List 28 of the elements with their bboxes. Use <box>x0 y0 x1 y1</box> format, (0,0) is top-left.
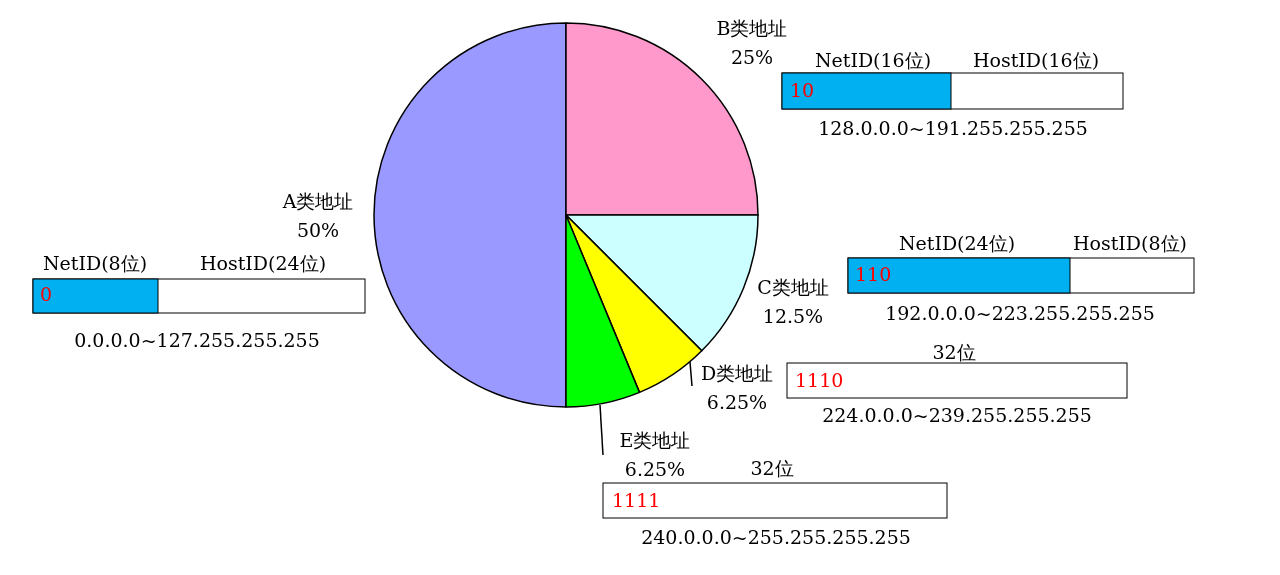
text: 240.0.0.0~255.255.255.255 <box>641 526 911 548</box>
text: 1111 <box>612 489 661 511</box>
slice-label: A类地址 <box>281 190 354 212</box>
data-label: 12.5% <box>762 305 824 327</box>
text: NetID(8位) <box>42 252 148 274</box>
data-label: 6.25% <box>624 458 686 480</box>
text: 128.0.0.0~191.255.255.255 <box>818 117 1088 139</box>
text: HostID(8位) <box>1072 232 1188 254</box>
data-label: 50% <box>296 219 340 241</box>
slice-label: E类地址 <box>619 429 691 451</box>
text: NetID(24位) <box>898 232 1016 254</box>
text: 32位 <box>750 457 794 479</box>
text: 224.0.0.0~239.255.255.255 <box>822 404 1092 426</box>
slice-label: B类地址 <box>716 17 788 39</box>
text: 192.0.0.0~223.255.255.255 <box>885 302 1155 324</box>
text: 0 <box>40 283 53 305</box>
text: NetID(16位) <box>814 49 932 71</box>
text: HostID(16位) <box>972 49 1100 71</box>
text: 1110 <box>795 369 844 391</box>
text: 110 <box>855 263 892 285</box>
slice-label: D类地址 <box>700 362 774 384</box>
text: 10 <box>790 79 815 101</box>
text: 32位 <box>932 341 976 363</box>
slice-label: C类地址 <box>757 276 829 298</box>
text: HostID(24位) <box>199 252 327 274</box>
text: 0.0.0.0~127.255.255.255 <box>74 329 320 351</box>
data-label: 6.25% <box>706 391 768 413</box>
data-label: 25% <box>730 46 774 68</box>
